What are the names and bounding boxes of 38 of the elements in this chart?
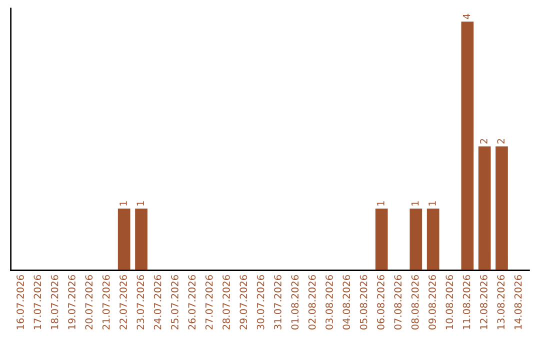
data-label: 4 xyxy=(463,14,470,20)
x-tick-label: 18.07.2026 xyxy=(50,275,58,330)
x-tick-label: 07.08.2026 xyxy=(394,275,402,330)
data-label: 1 xyxy=(377,201,384,206)
x-tick-label: 26.07.2026 xyxy=(188,275,196,330)
x-tick-label: 25.07.2026 xyxy=(171,275,178,330)
x-tick-label: 02.08.2026 xyxy=(308,275,316,330)
x-tick-label: 09.08.2026 xyxy=(428,275,436,330)
x-tick-label: 06.08.2026 xyxy=(377,275,384,330)
x-tick-label: 11.08.2026 xyxy=(462,275,470,330)
x-tick-label: 14.08.2026 xyxy=(514,275,522,330)
x-tick-label: 10.08.2026 xyxy=(446,275,454,330)
x-tick-label: 20.07.2026 xyxy=(85,275,93,330)
x-tick-label: 30.07.2026 xyxy=(256,275,264,330)
data-label: 2 xyxy=(497,139,504,144)
x-tick-label: 16.07.2026 xyxy=(16,275,24,330)
x-tick-label: 27.07.2026 xyxy=(205,275,213,330)
x-tick-label: 08.08.2026 xyxy=(411,275,419,330)
x-tick-label: 12.08.2026 xyxy=(480,275,488,330)
x-tick-label: 01.08.2026 xyxy=(291,275,299,330)
x-tick-label: 24.07.2026 xyxy=(154,275,162,330)
x-tick-label: 03.08.2026 xyxy=(326,275,333,330)
data-label: 1 xyxy=(136,201,144,206)
data-label: 1 xyxy=(120,201,127,206)
data-label: 1 xyxy=(412,201,419,206)
data-label: 2 xyxy=(480,139,488,144)
x-tick-label: 17.07.2026 xyxy=(34,275,42,330)
x-tick-label: 05.08.2026 xyxy=(360,275,368,330)
x-tick-label: 29.07.2026 xyxy=(240,275,248,330)
x-tick-label: 13.08.2026 xyxy=(497,275,505,330)
x-tick-label: 21.07.2026 xyxy=(102,275,110,330)
x-tick-label: 23.07.2026 xyxy=(136,275,144,330)
data-label: 1 xyxy=(428,201,436,206)
x-tick-label: 31.07.2026 xyxy=(274,275,282,330)
x-tick-label: 19.07.2026 xyxy=(68,275,76,330)
x-tick-label: 04.08.2026 xyxy=(342,275,350,330)
x-tick-label: 22.07.2026 xyxy=(120,275,127,330)
x-tick-label: 28.07.2026 xyxy=(222,275,230,330)
